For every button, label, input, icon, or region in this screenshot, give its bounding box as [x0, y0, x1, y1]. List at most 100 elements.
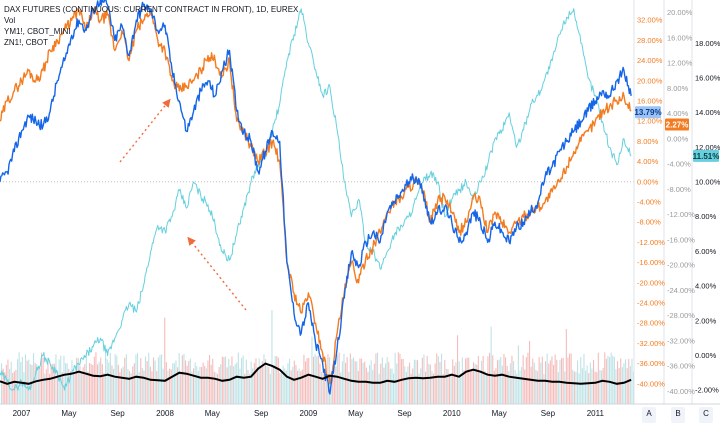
volume-bar — [287, 363, 289, 404]
volume-bar — [241, 358, 243, 404]
scale-letter-a: A — [646, 409, 652, 418]
volume-bar — [509, 363, 511, 404]
volume-bar — [487, 356, 489, 404]
volume-bar — [74, 373, 76, 404]
volume-bar — [525, 357, 527, 404]
volume-bar — [373, 363, 375, 404]
volume-bar — [441, 353, 443, 404]
scale-button-b[interactable] — [671, 407, 685, 423]
volume-bar — [42, 357, 44, 404]
volume-bar — [181, 355, 183, 404]
volume-bar — [213, 371, 215, 404]
volume-bar — [41, 352, 43, 404]
volume-bar — [418, 373, 420, 404]
volume-bar — [421, 357, 423, 404]
axis-a-tick-label: -8.00% — [637, 218, 661, 227]
volume-bar — [469, 372, 471, 404]
time-axis-tick-label: Sep — [397, 409, 412, 418]
volume-bar — [15, 369, 17, 404]
volume-bar — [47, 357, 49, 404]
volume-bar — [345, 362, 347, 404]
volume-bar — [257, 367, 259, 404]
volume-bar — [180, 373, 182, 404]
volume-bar — [277, 357, 279, 404]
volume-bar — [508, 371, 510, 404]
volume-bar — [588, 373, 590, 404]
volume-ma-line — [0, 362, 632, 385]
volume-bar — [239, 368, 241, 404]
volume-bar — [124, 357, 126, 404]
time-axis-tick-label: Sep — [254, 409, 269, 418]
volume-bar — [415, 359, 417, 404]
legend-series-zn: ZN1!, CBOT — [4, 38, 49, 47]
volume-bar — [26, 360, 28, 404]
volume-bar — [375, 353, 377, 404]
chart-legend: DAX FUTURES (CONTINUOUS: CURRENT CONTRAC… — [4, 4, 298, 48]
axis-a-tick-label: 4.00% — [637, 157, 659, 166]
volume-bar — [71, 360, 73, 404]
volume-bar — [119, 372, 121, 404]
volume-bar — [476, 364, 478, 404]
volume-bar — [610, 352, 612, 404]
volume-bar — [492, 355, 494, 404]
volume-bar — [12, 372, 14, 404]
volume-bar — [81, 372, 83, 404]
volume-bar — [132, 366, 134, 404]
volume-bar — [618, 368, 620, 404]
volume-bar — [317, 355, 319, 404]
axis-a-tick-label: 24.00% — [637, 56, 663, 65]
volume-bar — [146, 361, 148, 404]
axis-c-tick-label: 16.00% — [695, 74, 720, 83]
axis-a-tick-label: -12.00% — [637, 238, 665, 247]
axis-a-tick-label: -20.00% — [637, 278, 665, 287]
volume-bar — [69, 371, 71, 404]
volume-bar — [237, 352, 239, 404]
volume-bar — [557, 372, 559, 404]
scale-button-a[interactable] — [642, 407, 656, 423]
volume-bar — [529, 341, 531, 404]
badge-label-zn: 11.51% — [693, 152, 720, 161]
axis-c-tick-label: 6.00% — [695, 247, 717, 256]
volume-bar — [477, 356, 479, 404]
volume-bar — [50, 364, 52, 404]
time-axis-tick-label: 2007 — [13, 409, 31, 418]
volume-bar — [231, 356, 233, 404]
axis-b-tick-label: -28.00% — [667, 311, 695, 320]
volume-bar — [249, 373, 251, 404]
volume-bar — [413, 359, 415, 404]
volume-bar — [442, 373, 444, 404]
volume-bar — [52, 364, 54, 404]
volume-bar — [165, 362, 167, 404]
volume-bar — [151, 371, 153, 404]
time-axis[interactable]: 2007 May Sep 2008 May Sep 2009 May Sep 2010 May Sep… — [0, 403, 720, 425]
series-line-ym — [0, 6, 632, 385]
volume-bar — [495, 368, 497, 404]
volume-bar — [580, 357, 582, 404]
volume-bar — [265, 359, 267, 404]
volume-bar — [247, 370, 249, 404]
volume-bar — [111, 365, 113, 404]
volume-bar — [532, 358, 534, 404]
volume-bar — [325, 371, 327, 404]
volume-bar — [156, 370, 158, 404]
scale-button-c[interactable] — [699, 407, 713, 423]
volume-bar — [122, 366, 124, 404]
volume-bar — [341, 361, 343, 404]
volume-bar — [615, 369, 617, 404]
volume-bar — [543, 373, 545, 404]
volume-bar — [236, 362, 238, 404]
volume-bar — [154, 360, 156, 404]
volume-bar — [121, 368, 123, 404]
volume-bar — [609, 357, 611, 404]
axis-a-tick-label: -16.00% — [637, 258, 665, 267]
volume-bar — [21, 357, 23, 404]
volume-bar — [322, 371, 324, 404]
volume-bar — [193, 368, 195, 404]
volume-bar — [116, 355, 118, 404]
axis-b-tick-label: 8.00% — [667, 84, 689, 93]
volume-bar — [100, 357, 102, 404]
annotation-arrows — [119, 98, 247, 311]
price-axes[interactable]: 32.00%28.00%24.00%20.00%16.00%12.00%8.00… — [633, 0, 720, 425]
volume-bars — [1, 310, 635, 404]
